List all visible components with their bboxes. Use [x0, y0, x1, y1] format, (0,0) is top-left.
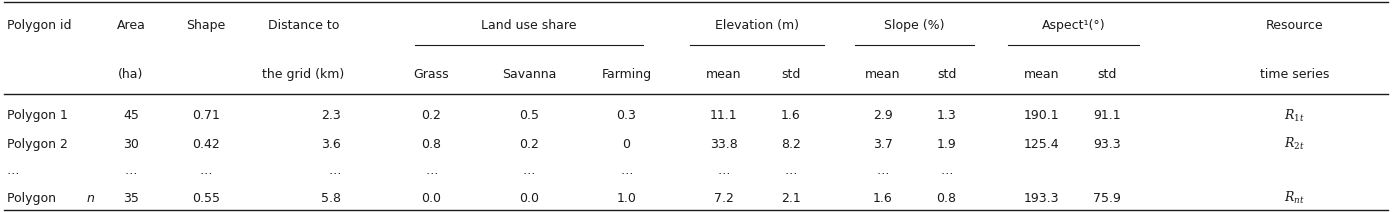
Text: Aspect¹(°): Aspect¹(°) — [1041, 19, 1105, 32]
Text: 193.3: 193.3 — [1023, 192, 1059, 205]
Text: 5.8: 5.8 — [322, 192, 341, 205]
Text: …: … — [200, 164, 212, 177]
Text: …: … — [125, 164, 136, 177]
Text: …: … — [329, 164, 341, 177]
Text: 7.2: 7.2 — [714, 192, 734, 205]
Text: 0.55: 0.55 — [192, 192, 220, 205]
Text: Slope (%): Slope (%) — [884, 19, 945, 32]
Text: 8.2: 8.2 — [781, 138, 800, 151]
Text: $R_{1t}$: $R_{1t}$ — [1285, 107, 1304, 124]
Text: 1.3: 1.3 — [937, 109, 956, 122]
Text: 0.42: 0.42 — [192, 138, 220, 151]
Text: 2.1: 2.1 — [781, 192, 800, 205]
Text: 93.3: 93.3 — [1093, 138, 1121, 151]
Text: 3.6: 3.6 — [322, 138, 341, 151]
Text: 1.6: 1.6 — [781, 109, 800, 122]
Text: 75.9: 75.9 — [1093, 192, 1121, 205]
Text: the grid (km): the grid (km) — [262, 68, 345, 81]
Text: …: … — [785, 164, 796, 177]
Text: 0.2: 0.2 — [422, 109, 441, 122]
Text: Polygon: Polygon — [7, 192, 60, 205]
Text: Shape: Shape — [187, 19, 226, 32]
Text: Land use share: Land use share — [482, 19, 576, 32]
Text: 0.71: 0.71 — [192, 109, 220, 122]
Text: 33.8: 33.8 — [710, 138, 738, 151]
Text: Grass: Grass — [413, 68, 450, 81]
Text: …: … — [426, 164, 437, 177]
Text: 0.2: 0.2 — [519, 138, 539, 151]
Text: time series: time series — [1260, 68, 1329, 81]
Text: 0.3: 0.3 — [617, 109, 636, 122]
Text: 2.9: 2.9 — [873, 109, 892, 122]
Text: mean: mean — [706, 68, 742, 81]
Text: std: std — [937, 68, 956, 81]
Text: 0.5: 0.5 — [519, 109, 539, 122]
Text: $R_{nt}$: $R_{nt}$ — [1285, 190, 1304, 206]
Text: …: … — [621, 164, 632, 177]
Text: 0.0: 0.0 — [519, 192, 539, 205]
Text: 1.6: 1.6 — [873, 192, 892, 205]
Text: 91.1: 91.1 — [1093, 109, 1121, 122]
Text: Polygon 2: Polygon 2 — [7, 138, 68, 151]
Text: n: n — [86, 192, 95, 205]
Text: 1.9: 1.9 — [937, 138, 956, 151]
Text: …: … — [7, 164, 19, 177]
Text: …: … — [877, 164, 888, 177]
Text: …: … — [523, 164, 535, 177]
Text: Farming: Farming — [601, 68, 651, 81]
Text: Polygon 1: Polygon 1 — [7, 109, 68, 122]
Text: 1.0: 1.0 — [617, 192, 636, 205]
Text: $R_{2t}$: $R_{2t}$ — [1285, 136, 1304, 152]
Text: 45: 45 — [122, 109, 139, 122]
Text: 125.4: 125.4 — [1023, 138, 1059, 151]
Text: Area: Area — [117, 19, 145, 32]
Text: Resource: Resource — [1265, 19, 1324, 32]
Text: 0: 0 — [622, 138, 631, 151]
Text: …: … — [718, 164, 729, 177]
Text: 0.8: 0.8 — [422, 138, 441, 151]
Text: (ha): (ha) — [118, 68, 143, 81]
Text: mean: mean — [1023, 68, 1059, 81]
Text: …: … — [941, 164, 952, 177]
Text: 11.1: 11.1 — [710, 109, 738, 122]
Text: 30: 30 — [122, 138, 139, 151]
Text: std: std — [1097, 68, 1116, 81]
Text: std: std — [781, 68, 800, 81]
Text: 0.0: 0.0 — [422, 192, 441, 205]
Text: Elevation (m): Elevation (m) — [715, 19, 799, 32]
Text: 190.1: 190.1 — [1023, 109, 1059, 122]
Text: 2.3: 2.3 — [322, 109, 341, 122]
Text: 0.8: 0.8 — [937, 192, 956, 205]
Text: Distance to: Distance to — [267, 19, 340, 32]
Text: Savanna: Savanna — [501, 68, 557, 81]
Text: mean: mean — [864, 68, 901, 81]
Text: 35: 35 — [122, 192, 139, 205]
Text: 3.7: 3.7 — [873, 138, 892, 151]
Text: Polygon id: Polygon id — [7, 19, 71, 32]
